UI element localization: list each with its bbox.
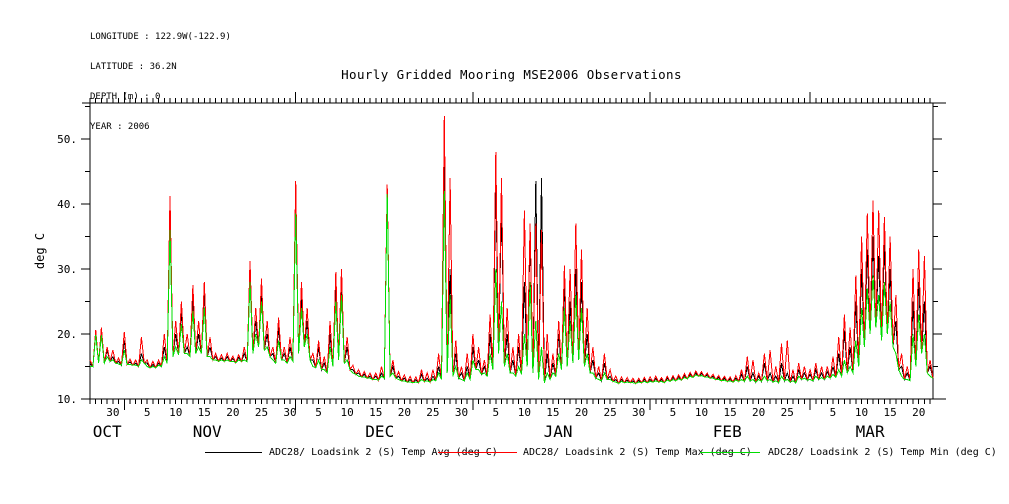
x-axis-day-labels: 30 5 10 15 20 25 30 5 10 15 20 25 30 5 10 15 20 25 30 5 10 15… (106, 406, 925, 419)
svg-text:DEC: DEC (365, 422, 394, 441)
svg-text:25: 25 (255, 406, 268, 419)
x-axis-month-labels: OCT NOV DEC JAN FEB MAR (93, 422, 885, 441)
series-max-line (89, 115, 934, 385)
svg-text:20: 20 (752, 406, 765, 419)
plot-frame (82, 102, 946, 400)
svg-text:FEB: FEB (713, 422, 742, 441)
svg-text:20.: 20. (57, 328, 77, 341)
svg-text:25: 25 (781, 406, 794, 419)
svg-text:10: 10 (341, 406, 354, 419)
svg-text:25: 25 (603, 406, 616, 419)
metadata-block: LONGITUDE : 122.9W(-122.9) LATITUDE : 36… (90, 12, 231, 152)
svg-text:40.: 40. (57, 198, 77, 211)
chart-title: Hourly Gridded Mooring MSE2006 Observati… (341, 67, 682, 82)
svg-text:10: 10 (695, 406, 708, 419)
series-min-line (90, 190, 934, 384)
svg-text:15: 15 (198, 406, 211, 419)
legend-label-min: ADC28/ Loadsink 2 (S) Temp Min (deg C) (768, 447, 997, 458)
svg-text:5: 5 (670, 406, 677, 419)
svg-text:OCT: OCT (93, 422, 122, 441)
svg-text:15: 15 (546, 406, 559, 419)
svg-text:30: 30 (455, 406, 468, 419)
series-avg-line (89, 164, 934, 385)
svg-text:JAN: JAN (544, 422, 573, 441)
svg-text:25: 25 (426, 406, 439, 419)
svg-text:30: 30 (632, 406, 645, 419)
legend-line-max (438, 452, 517, 453)
svg-text:MAR: MAR (856, 422, 885, 441)
svg-text:30.: 30. (57, 263, 77, 276)
meta-latitude: LATITUDE : 36.2N (90, 62, 177, 72)
svg-text:20: 20 (575, 406, 588, 419)
y-axis-tick-labels: 10. 20. 30. 40. 50. (57, 133, 77, 406)
svg-text:30: 30 (106, 406, 119, 419)
y-axis-ticks (81, 105, 942, 400)
svg-text:10: 10 (518, 406, 531, 419)
svg-text:20: 20 (226, 406, 239, 419)
svg-text:20: 20 (912, 406, 925, 419)
legend-line-avg (205, 452, 262, 453)
y-axis-label: deg C (33, 233, 47, 269)
meta-year: YEAR : 2006 (90, 122, 150, 132)
svg-text:NOV: NOV (193, 422, 222, 441)
svg-text:10.: 10. (57, 393, 77, 406)
svg-text:15: 15 (884, 406, 897, 419)
meta-longitude: LONGITUDE : 122.9W(-122.9) (90, 32, 231, 42)
svg-text:20: 20 (398, 406, 411, 419)
svg-text:50.: 50. (57, 133, 77, 146)
svg-text:5: 5 (144, 406, 151, 419)
svg-text:5: 5 (315, 406, 322, 419)
meta-depth: DEPTH (m) : 0 (90, 92, 161, 102)
svg-text:15: 15 (369, 406, 382, 419)
svg-text:10: 10 (855, 406, 868, 419)
svg-text:5: 5 (492, 406, 499, 419)
svg-text:deg C: deg C (33, 233, 47, 269)
svg-text:30: 30 (283, 406, 296, 419)
legend-line-min (700, 452, 760, 453)
svg-text:5: 5 (830, 406, 837, 419)
svg-text:15: 15 (723, 406, 736, 419)
x-axis-ticks (89, 92, 931, 410)
svg-text:10: 10 (169, 406, 182, 419)
